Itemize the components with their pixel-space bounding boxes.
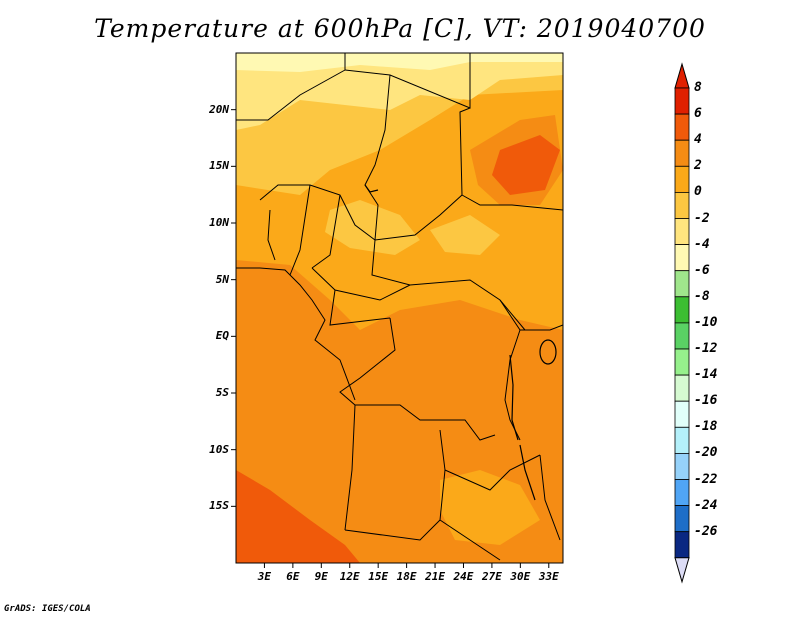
colorbar-label: -22 xyxy=(694,471,718,487)
lon-label: 30E xyxy=(510,570,531,583)
colorbar-swatch xyxy=(674,113,690,141)
colorbar-swatch xyxy=(674,531,690,559)
lon-label: 33E xyxy=(538,570,559,583)
lon-label: 15E xyxy=(368,570,389,583)
field-patch-3 xyxy=(440,470,540,545)
colorbar-label: -4 xyxy=(694,236,710,252)
colorbar-label: -18 xyxy=(694,419,718,435)
country-borders xyxy=(236,53,563,561)
colorbar-label: -14 xyxy=(694,367,718,383)
colorbar-swatch xyxy=(674,374,690,402)
colorbar-swatch xyxy=(674,505,690,533)
colorbar-swatch xyxy=(674,218,690,246)
colorbar-label: -26 xyxy=(694,523,718,539)
lat-label: 15S xyxy=(209,499,229,513)
colorbar-over-triangle xyxy=(674,62,690,89)
lon-label: 27E xyxy=(481,570,502,583)
colorbar-label: -6 xyxy=(694,262,710,278)
colorbar-label: -20 xyxy=(694,445,718,461)
colorbar-swatch xyxy=(674,270,690,298)
lon-label: 24E xyxy=(453,570,474,583)
colorbar-label: -10 xyxy=(694,314,718,330)
colorbar-swatch xyxy=(674,426,690,454)
field-band-minus2-0 xyxy=(236,53,563,130)
lat-ticks xyxy=(231,109,236,507)
lakes xyxy=(364,184,557,501)
map-border xyxy=(235,52,564,564)
colorbar-label: -12 xyxy=(694,341,718,356)
colorbar-under-triangle xyxy=(674,557,690,584)
lat-label: 10S xyxy=(209,442,229,456)
colorbar-label: 2 xyxy=(694,158,702,174)
lat-label: 5S xyxy=(215,386,229,399)
lon-label: 9E xyxy=(314,570,328,583)
field-patch-ne-hot xyxy=(492,135,560,195)
colorbar xyxy=(674,62,690,584)
lat-label: EQ xyxy=(215,329,229,343)
lon-label: 3E xyxy=(257,570,272,583)
field-band-minus4-minus2 xyxy=(236,53,563,72)
colorbar-label: -8 xyxy=(694,288,710,304)
colorbar-swatch xyxy=(674,452,690,480)
colorbar-swatch xyxy=(674,296,690,324)
colorbar-swatch xyxy=(674,348,690,376)
credit-text: GrADS: IGES/COLA xyxy=(4,604,91,614)
map-title: Temperature at 600hPa [C], VT: 201904070… xyxy=(94,14,706,43)
lat-label: 20N xyxy=(209,102,229,116)
colorbar-swatch xyxy=(674,87,690,115)
colorbar-label: 0 xyxy=(694,184,702,200)
field-patch-2 xyxy=(430,215,500,255)
lon-label: 12E xyxy=(339,570,360,583)
lon-label: 18E xyxy=(396,570,417,583)
lat-label: 10N xyxy=(209,216,229,229)
lat-label: 5N xyxy=(215,272,229,286)
colorbar-swatch xyxy=(674,139,690,167)
lon-ticks xyxy=(263,563,550,568)
lon-label: 21E xyxy=(425,570,445,583)
lat-label: 15N xyxy=(209,159,229,173)
colorbar-swatch xyxy=(674,244,690,272)
colorbar-label: 8 xyxy=(694,80,702,95)
colorbar-label: -24 xyxy=(694,497,718,513)
colorbar-swatch xyxy=(674,165,690,193)
temperature-field xyxy=(236,53,563,563)
colorbar-label: -2 xyxy=(694,210,710,226)
field-band-6-8 xyxy=(236,470,360,563)
colorbar-swatch xyxy=(674,322,690,350)
colorbar-swatch xyxy=(674,479,690,507)
colorbar-label: 6 xyxy=(694,106,702,122)
lon-label: 6E xyxy=(286,570,300,583)
field-patch-1 xyxy=(325,200,420,255)
colorbar-label: -16 xyxy=(694,393,718,409)
colorbar-swatch xyxy=(674,191,690,219)
colorbar-label: 4 xyxy=(694,132,702,148)
colorbar-swatch xyxy=(674,400,690,428)
